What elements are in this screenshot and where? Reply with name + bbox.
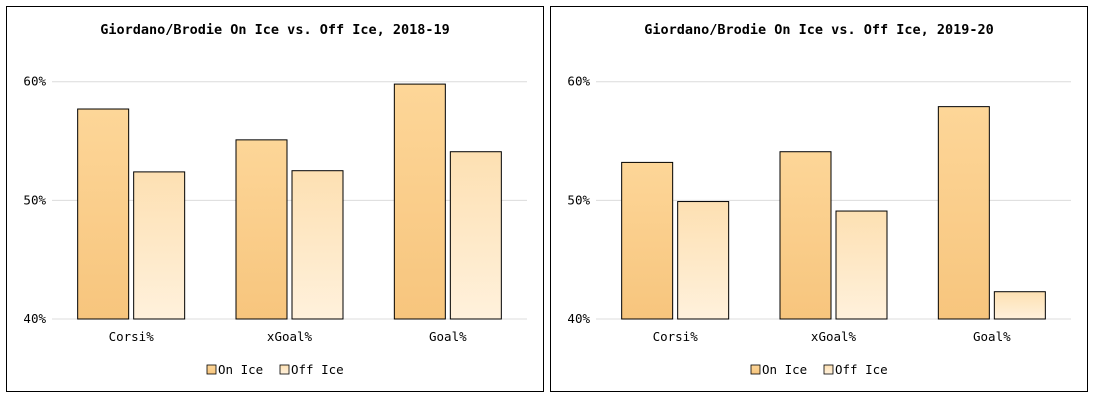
chart-title: Giordano/Brodie On Ice vs. Off Ice, 2018…: [100, 22, 450, 38]
bar-on-ice-corsi: [77, 108, 130, 320]
bar-on-ice-xgoal: [779, 151, 832, 320]
legend-label-off-ice: Off Ice: [835, 362, 888, 377]
x-tick-label: Goal%: [429, 329, 467, 344]
legend-swatch-off-ice: [279, 364, 290, 375]
chart-title: Giordano/Brodie On Ice vs. Off Ice, 2019…: [644, 22, 994, 38]
legend: On Ice Off Ice: [750, 362, 888, 377]
y-tick-label: 50%: [567, 192, 590, 207]
chart-panel-2019-20: Giordano/Brodie On Ice vs. Off Ice, 2019…: [550, 6, 1088, 392]
bar-on-ice-goal: [937, 106, 990, 320]
y-tick-label: 40%: [23, 311, 46, 326]
chart-svg-2018-19: Giordano/Brodie On Ice vs. Off Ice, 2018…: [23, 22, 527, 377]
legend-swatch-on-ice: [750, 364, 761, 375]
x-tick-label: Corsi%: [653, 329, 699, 344]
chart-panel-2018-19: Giordano/Brodie On Ice vs. Off Ice, 2018…: [6, 6, 544, 392]
x-tick-label: Goal%: [973, 329, 1011, 344]
legend-label-off-ice: Off Ice: [291, 362, 344, 377]
bar-on-ice-xgoal: [235, 139, 288, 320]
bar-off-ice-goal: [993, 291, 1046, 320]
legend: On Ice Off Ice: [206, 362, 344, 377]
bar-off-ice-corsi: [677, 201, 730, 320]
bar-off-ice-corsi: [133, 171, 186, 320]
x-tick-label: Corsi%: [109, 329, 155, 344]
chart-body: 40% 50% 60% Corsi% xGoal% Goal%: [567, 74, 1071, 344]
bar-off-ice-xgoal: [835, 210, 888, 320]
bar-on-ice-goal: [393, 83, 446, 320]
chart-svg-2019-20: Giordano/Brodie On Ice vs. Off Ice, 2019…: [567, 22, 1071, 377]
legend-label-on-ice: On Ice: [218, 362, 263, 377]
legend-label-on-ice: On Ice: [762, 362, 807, 377]
bar-off-ice-xgoal: [291, 170, 344, 320]
bar-off-ice-goal: [449, 151, 502, 320]
x-tick-label: xGoal%: [811, 329, 857, 344]
y-tick-label: 60%: [23, 74, 46, 89]
bar-on-ice-corsi: [621, 161, 674, 320]
chart-body: 40% 50% 60% Corsi% xGoal% Goal%: [23, 74, 527, 344]
y-tick-label: 40%: [567, 311, 590, 326]
y-tick-label: 60%: [567, 74, 590, 89]
y-tick-label: 50%: [23, 192, 46, 207]
legend-swatch-off-ice: [823, 364, 834, 375]
legend-swatch-on-ice: [206, 364, 217, 375]
x-tick-label: xGoal%: [267, 329, 313, 344]
